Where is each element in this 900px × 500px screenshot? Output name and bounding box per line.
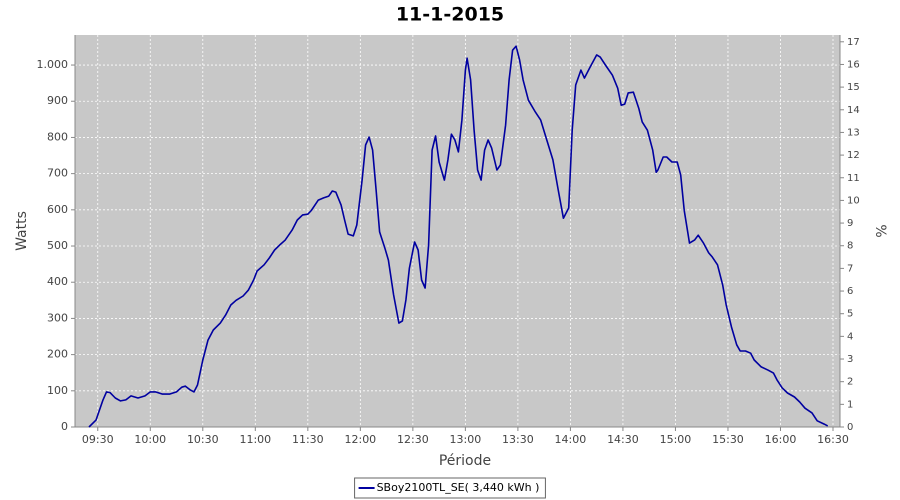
x-tick-label: 11:00 xyxy=(239,433,271,446)
x-tick-label: 13:30 xyxy=(502,433,534,446)
x-tick-label: 11:30 xyxy=(292,433,324,446)
legend-box xyxy=(354,477,546,499)
y-tick-label: 800 xyxy=(47,130,68,143)
y2-tick-label: 3 xyxy=(847,354,853,365)
y2-tick-label: 13 xyxy=(847,127,860,138)
legend: SBoy2100TL_SE( 3,440 kWh ) xyxy=(354,477,546,499)
y-tick-label: 600 xyxy=(47,203,68,216)
y2-tick-label: 8 xyxy=(847,241,853,252)
y-tick-label: 400 xyxy=(47,275,68,288)
x-tick-label: 16:00 xyxy=(765,433,797,446)
x-axis-title: Période xyxy=(439,453,491,469)
plot-area xyxy=(75,35,840,427)
y2-tick-label: 15 xyxy=(847,82,860,93)
x-tick-label: 12:00 xyxy=(344,433,376,446)
y2-tick-label: 16 xyxy=(847,59,860,70)
y-tick-label: 300 xyxy=(47,311,68,324)
y-axis-title: Watts xyxy=(14,211,30,251)
y2-tick-label: 4 xyxy=(847,331,853,342)
y2-axis-title: % xyxy=(872,224,888,237)
y2-tick-label: 17 xyxy=(847,37,860,48)
chart-title: 11-1-2015 xyxy=(396,4,504,26)
y-tick-label: 700 xyxy=(47,167,68,180)
y-tick-label: 0 xyxy=(61,420,68,433)
x-tick-label: 14:30 xyxy=(607,433,639,446)
y-tick-label: 500 xyxy=(47,239,68,252)
y-tick-label: 100 xyxy=(47,384,68,397)
x-tick-label: 15:00 xyxy=(660,433,692,446)
data-line xyxy=(88,45,829,428)
x-tick-label: 13:00 xyxy=(450,433,482,446)
x-tick-label: 10:00 xyxy=(134,433,166,446)
y2-tick-label: 5 xyxy=(847,309,853,320)
x-tick-label: 10:30 xyxy=(187,433,219,446)
x-tick-label: 14:00 xyxy=(555,433,587,446)
x-tick-label: 09:30 xyxy=(82,433,114,446)
y2-tick-label: 11 xyxy=(847,173,860,184)
y-tick-label: 1.000 xyxy=(37,58,69,71)
y2-tick-label: 9 xyxy=(847,218,853,229)
y2-tick-label: 14 xyxy=(847,105,860,116)
y2-tick-label: 0 xyxy=(847,422,853,433)
y2-tick-label: 12 xyxy=(847,150,860,161)
x-tick-label: 15:30 xyxy=(712,433,744,446)
legend-label: SBoy2100TL_SE( 3,440 kWh ) xyxy=(377,481,540,494)
y2-tick-label: 2 xyxy=(847,377,853,388)
y2-tick-label: 7 xyxy=(847,263,853,274)
x-tick-label: 12:30 xyxy=(397,433,429,446)
y2-tick-label: 10 xyxy=(847,195,860,206)
y2-tick-label: 1 xyxy=(847,399,853,410)
y-tick-label: 900 xyxy=(47,94,68,107)
y2-tick-label: 6 xyxy=(847,286,853,297)
x-tick-label: 16:30 xyxy=(817,433,849,446)
y-tick-label: 200 xyxy=(47,348,68,361)
